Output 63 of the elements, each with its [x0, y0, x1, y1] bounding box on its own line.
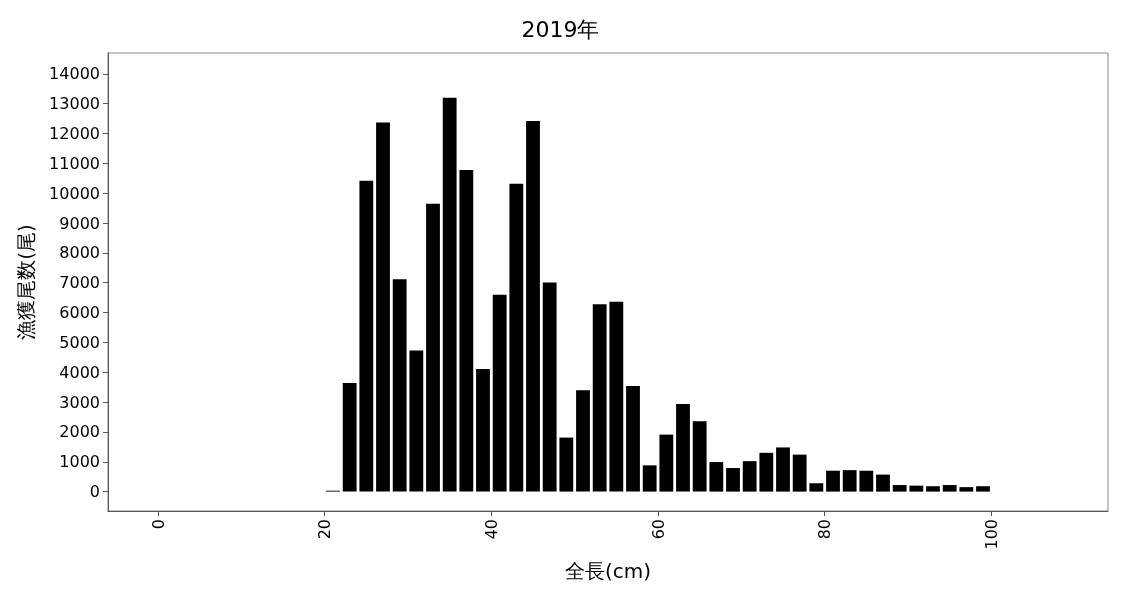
y-tick-label: 11000: [49, 153, 100, 173]
y-tick-label: 14000: [49, 64, 100, 84]
x-tick-label: 20: [315, 519, 335, 540]
bar: [876, 474, 890, 492]
bar: [959, 487, 974, 492]
bar: [442, 97, 457, 492]
bar: [659, 434, 674, 492]
y-tick-label: 3000: [59, 392, 100, 412]
x-tick-label: 100: [981, 519, 1001, 550]
bar: [826, 470, 840, 492]
y-tick-label: 5000: [59, 332, 100, 352]
y-tick-label: 2000: [59, 422, 100, 442]
y-tick-label: 10000: [49, 183, 100, 203]
bar: [709, 462, 724, 492]
bar: [476, 368, 490, 492]
y-tick-label: 0: [89, 482, 100, 502]
bar: [492, 294, 507, 492]
bar: [626, 385, 640, 492]
y-tick-label: 1000: [59, 452, 100, 472]
y-tick-label: 6000: [59, 303, 100, 323]
bar: [392, 279, 407, 492]
bar: [459, 169, 474, 492]
bar: [359, 180, 374, 492]
y-axis-title: 漁獲尾数(尾): [14, 224, 38, 340]
x-tick-label: 80: [815, 519, 835, 540]
bar: [609, 301, 624, 492]
bar: [542, 282, 557, 492]
bar: [592, 304, 607, 492]
chart-title: 2019年: [521, 16, 600, 42]
y-tick-label: 13000: [49, 94, 100, 114]
bar: [909, 485, 924, 492]
bar: [576, 390, 590, 492]
bar: [526, 121, 540, 492]
bar: [509, 183, 524, 492]
y-tick-label: 7000: [59, 273, 100, 293]
x-tick-label: 40: [481, 519, 501, 540]
bar: [742, 461, 757, 492]
bar: [642, 465, 657, 492]
bar: [809, 483, 824, 492]
x-tick-label: 60: [648, 519, 668, 540]
bar: [842, 470, 857, 492]
x-axis-title: 全長(cm): [564, 559, 652, 583]
bar: [676, 403, 690, 492]
bar: [559, 437, 574, 492]
bar: [342, 383, 357, 492]
bar: [892, 485, 907, 492]
y-tick-label: 9000: [59, 213, 100, 233]
bar: [776, 447, 790, 492]
bar: [976, 486, 990, 492]
bar: [942, 485, 957, 492]
bar: [759, 452, 774, 492]
x-tick-label: 0: [148, 519, 168, 530]
bar: [426, 203, 440, 492]
y-tick-label: 12000: [49, 124, 100, 144]
bar: [859, 470, 874, 492]
bar: [792, 454, 807, 492]
bar: [376, 122, 390, 492]
bar: [409, 350, 424, 492]
y-tick-label: 4000: [59, 362, 100, 382]
y-tick-label: 8000: [59, 243, 100, 263]
bar: [692, 421, 707, 492]
bar: [926, 486, 940, 492]
bar: [726, 468, 740, 492]
